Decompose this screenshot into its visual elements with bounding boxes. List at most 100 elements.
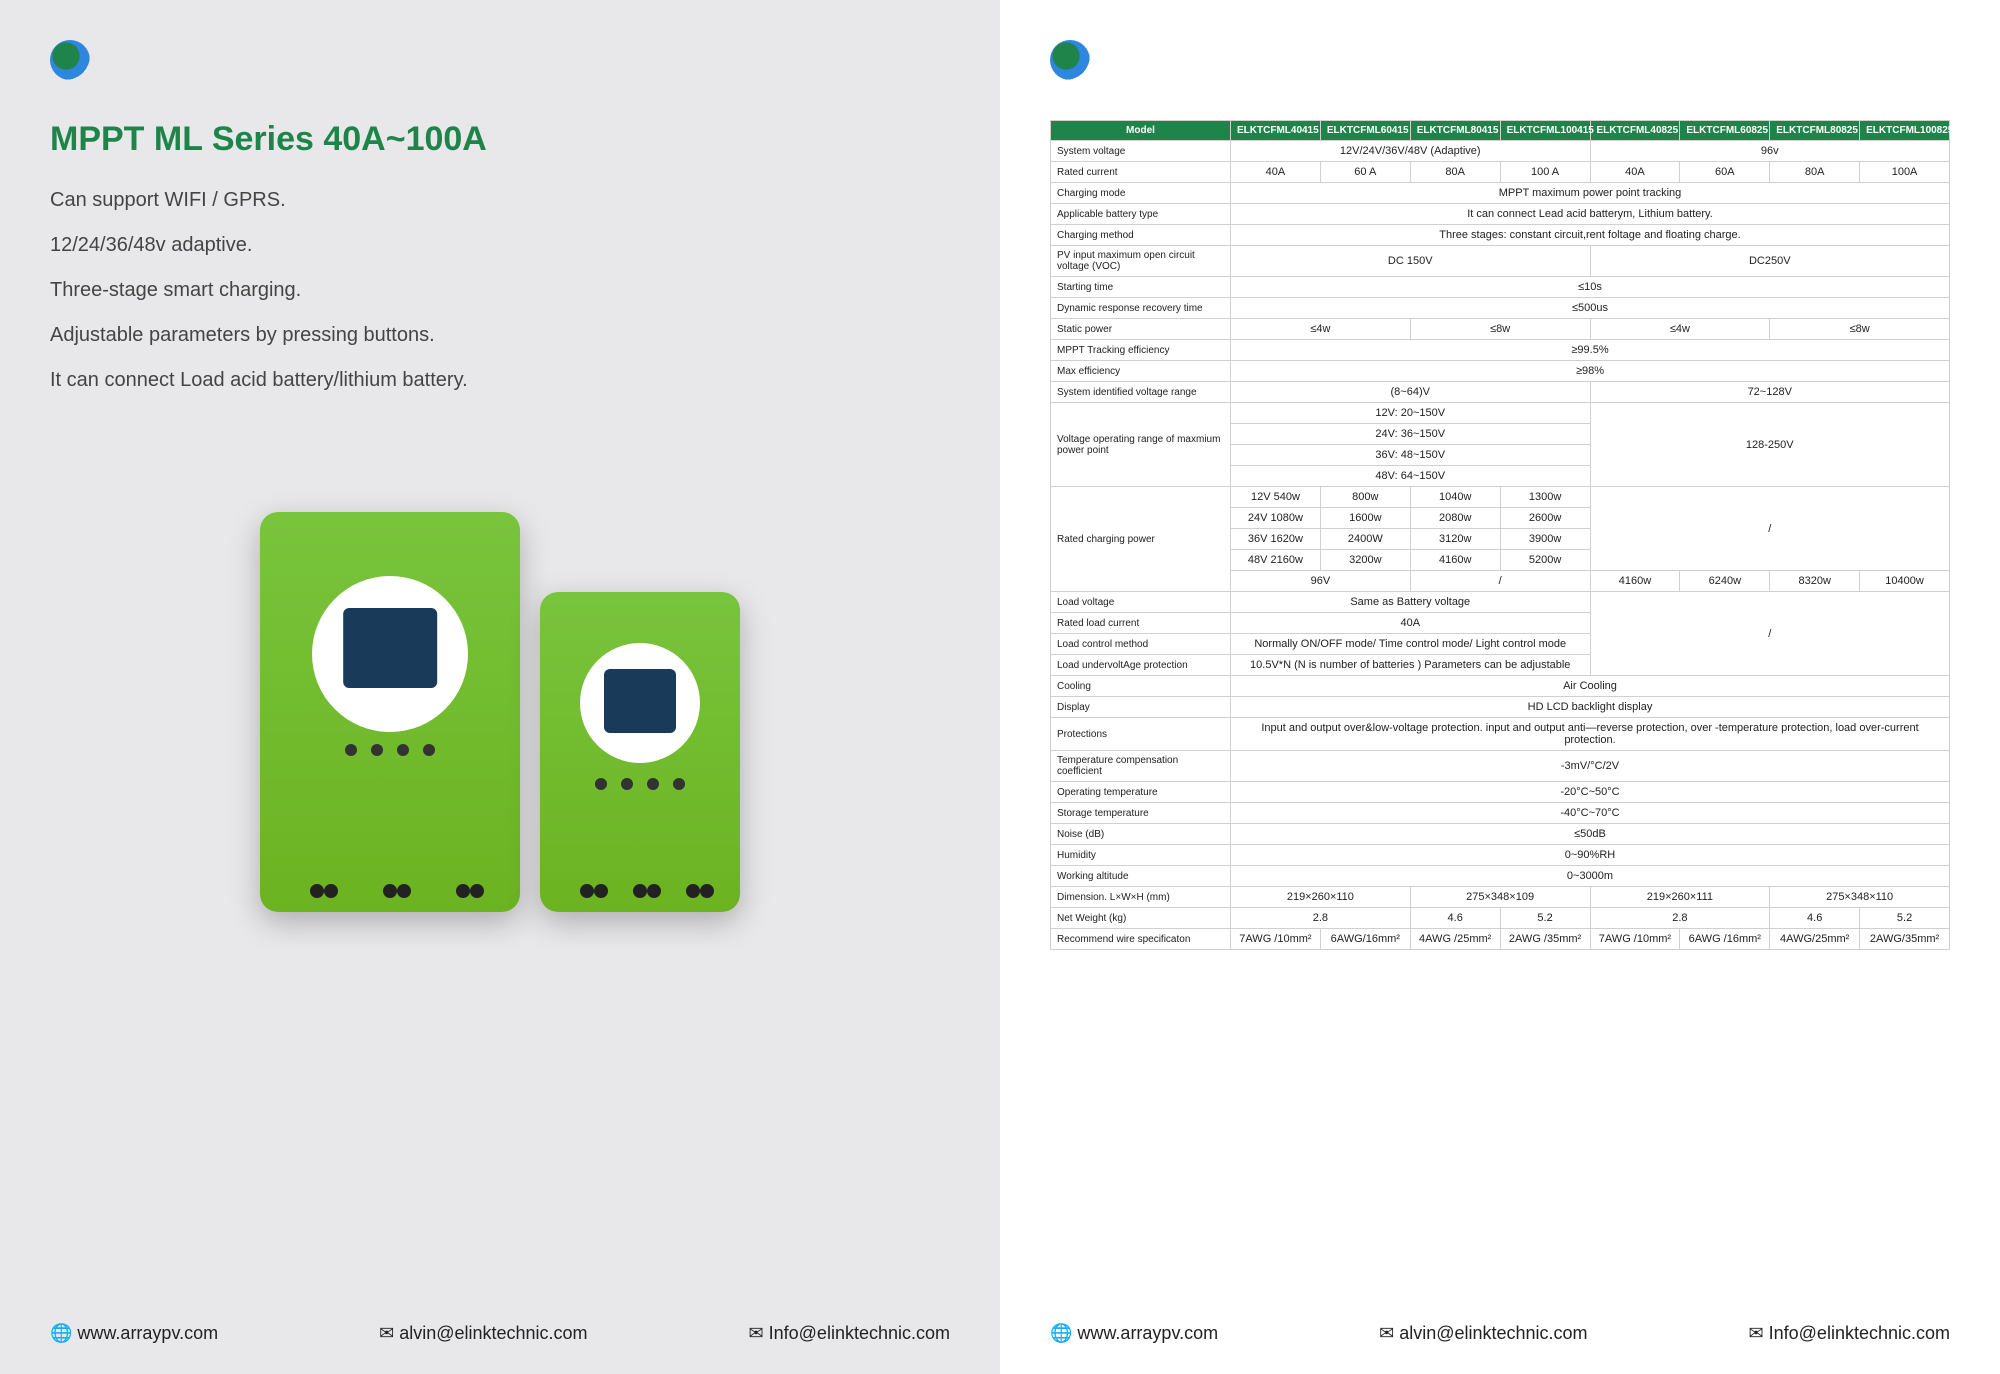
table-row: Charging modeMPPT maximum power point tr…	[1051, 183, 1950, 204]
table-row: Dimension. L×W×H (mm)219×260×110275×348×…	[1051, 887, 1950, 908]
spec-row-label: Static power	[1051, 319, 1231, 340]
spec-row-label: PV input maximum open circuit voltage (V…	[1051, 246, 1231, 277]
spec-value: 5.2	[1500, 908, 1590, 929]
spec-value: 8320w	[1770, 571, 1860, 592]
device-illustration-small	[540, 592, 740, 912]
page-footer: www.arraypv.com alvin@elinktechnic.com I…	[1050, 1323, 1950, 1344]
spec-value: 4160w	[1590, 571, 1680, 592]
spec-value: 6240w	[1680, 571, 1770, 592]
spec-value: 96V	[1231, 571, 1411, 592]
spec-value: -3mV/°C/2V	[1231, 751, 1950, 782]
spec-value: ≤500us	[1231, 298, 1950, 319]
spec-row-label: Net Weight (kg)	[1051, 908, 1231, 929]
spec-value: 6AWG /16mm²	[1680, 929, 1770, 950]
spec-value: /	[1590, 592, 1950, 676]
spec-row-label: Display	[1051, 697, 1231, 718]
spec-row-label: Starting time	[1051, 277, 1231, 298]
spec-value: ≥99.5%	[1231, 340, 1950, 361]
footer-email: alvin@elinktechnic.com	[1379, 1323, 1587, 1344]
feature-list: Can support WIFI / GPRS. 12/24/36/48v ad…	[50, 189, 950, 392]
spec-value: 80A	[1410, 162, 1500, 183]
product-image-area	[50, 512, 950, 912]
table-row: Applicable battery typeIt can connect Le…	[1051, 204, 1950, 225]
spec-model-header: ELKTCFML100825	[1860, 121, 1950, 141]
spec-value: 72~128V	[1590, 382, 1950, 403]
spec-row-label: Cooling	[1051, 676, 1231, 697]
table-row: Operating temperature-20°C~50°C	[1051, 782, 1950, 803]
spec-model-header: ELKTCFML80825	[1770, 121, 1860, 141]
footer-email: Info@elinktechnic.com	[749, 1323, 950, 1344]
table-row: Noise (dB)≤50dB	[1051, 824, 1950, 845]
spec-value: 128-250V	[1590, 403, 1950, 487]
table-row: MPPT Tracking efficiency≥99.5%	[1051, 340, 1950, 361]
spec-value: ≤8w	[1410, 319, 1590, 340]
spec-value: 2080w	[1410, 508, 1500, 529]
footer-website: www.arraypv.com	[50, 1323, 218, 1344]
spec-value: 0~3000m	[1231, 866, 1950, 887]
spec-value: Normally ON/OFF mode/ Time control mode/…	[1231, 634, 1591, 655]
spec-value: 219×260×111	[1590, 887, 1770, 908]
spec-value: Same as Battery voltage	[1231, 592, 1591, 613]
spec-row-label: Temperature compensation coefficient	[1051, 751, 1231, 782]
spec-value: 2AWG/35mm²	[1860, 929, 1950, 950]
spec-value: DC250V	[1590, 246, 1950, 277]
spec-value: 5.2	[1860, 908, 1950, 929]
spec-value: 3900w	[1500, 529, 1590, 550]
spec-row-label: Rated current	[1051, 162, 1231, 183]
spec-row-label: Rated load current	[1051, 613, 1231, 634]
table-row: Net Weight (kg)2.84.65.22.84.65.2	[1051, 908, 1950, 929]
spec-value: ≤50dB	[1231, 824, 1950, 845]
spec-value: 100 A	[1500, 162, 1590, 183]
table-row: DisplayHD LCD backlight display	[1051, 697, 1950, 718]
spec-value: 100A	[1860, 162, 1950, 183]
spec-value: 1600w	[1320, 508, 1410, 529]
spec-value: Air Cooling	[1231, 676, 1950, 697]
spec-value: 4.6	[1770, 908, 1860, 929]
spec-value: 36V 1620w	[1231, 529, 1321, 550]
spec-row-label: System voltage	[1051, 141, 1231, 162]
spec-row-label: Voltage operating range of maxmium power…	[1051, 403, 1231, 487]
spec-model-header: ELKTCFML80415	[1410, 121, 1500, 141]
spec-value: Three stages: constant circuit,rent folt…	[1231, 225, 1950, 246]
spec-row-label: Humidity	[1051, 845, 1231, 866]
spec-value: 40A	[1231, 162, 1321, 183]
spec-value: 5200w	[1500, 550, 1590, 571]
spec-value: HD LCD backlight display	[1231, 697, 1950, 718]
spec-value: 2AWG /35mm²	[1500, 929, 1590, 950]
spec-value: 2.8	[1590, 908, 1770, 929]
spec-value: 24V 1080w	[1231, 508, 1321, 529]
spec-value: 7AWG /10mm²	[1590, 929, 1680, 950]
spec-row-label: Dynamic response recovery time	[1051, 298, 1231, 319]
spec-model-header: ELKTCFML100415	[1500, 121, 1590, 141]
spec-row-label: Operating temperature	[1051, 782, 1231, 803]
spec-value: ≤4w	[1590, 319, 1770, 340]
feature-item: Adjustable parameters by pressing button…	[50, 324, 950, 347]
table-row: Humidity0~90%RH	[1051, 845, 1950, 866]
spec-value: ≤10s	[1231, 277, 1950, 298]
table-row: Load voltageSame as Battery voltage/	[1051, 592, 1950, 613]
product-title: MPPT ML Series 40A~100A	[50, 120, 950, 159]
spec-value: Input and output over&low-voltage protec…	[1231, 718, 1950, 751]
spec-value: 12V 540w	[1231, 487, 1321, 508]
spec-value: 12V/24V/36V/48V (Adaptive)	[1231, 141, 1591, 162]
footer-website: www.arraypv.com	[1050, 1323, 1218, 1344]
table-row: Static power≤4w≤8w≤4w≤8w	[1051, 319, 1950, 340]
spec-model-header: ELKTCFML60825	[1680, 121, 1770, 141]
spec-value: 3200w	[1320, 550, 1410, 571]
spec-value: 2.8	[1231, 908, 1411, 929]
spec-value: 2400W	[1320, 529, 1410, 550]
table-row: Max efficiency≥98%	[1051, 361, 1950, 382]
spec-value: 0~90%RH	[1231, 845, 1950, 866]
spec-value: 96v	[1590, 141, 1950, 162]
spec-value: MPPT maximum power point tracking	[1231, 183, 1950, 204]
spec-value: 6AWG/16mm²	[1320, 929, 1410, 950]
spec-value: 40A	[1590, 162, 1680, 183]
spec-row-label: Max efficiency	[1051, 361, 1231, 382]
table-row: System voltage12V/24V/36V/48V (Adaptive)…	[1051, 141, 1950, 162]
spec-row-label: Load control method	[1051, 634, 1231, 655]
footer-email: Info@elinktechnic.com	[1749, 1323, 1950, 1344]
spec-row-label: Noise (dB)	[1051, 824, 1231, 845]
spec-value: ≤4w	[1231, 319, 1411, 340]
spec-row-label: Recommend wire specificaton	[1051, 929, 1231, 950]
spec-value: /	[1590, 487, 1950, 571]
